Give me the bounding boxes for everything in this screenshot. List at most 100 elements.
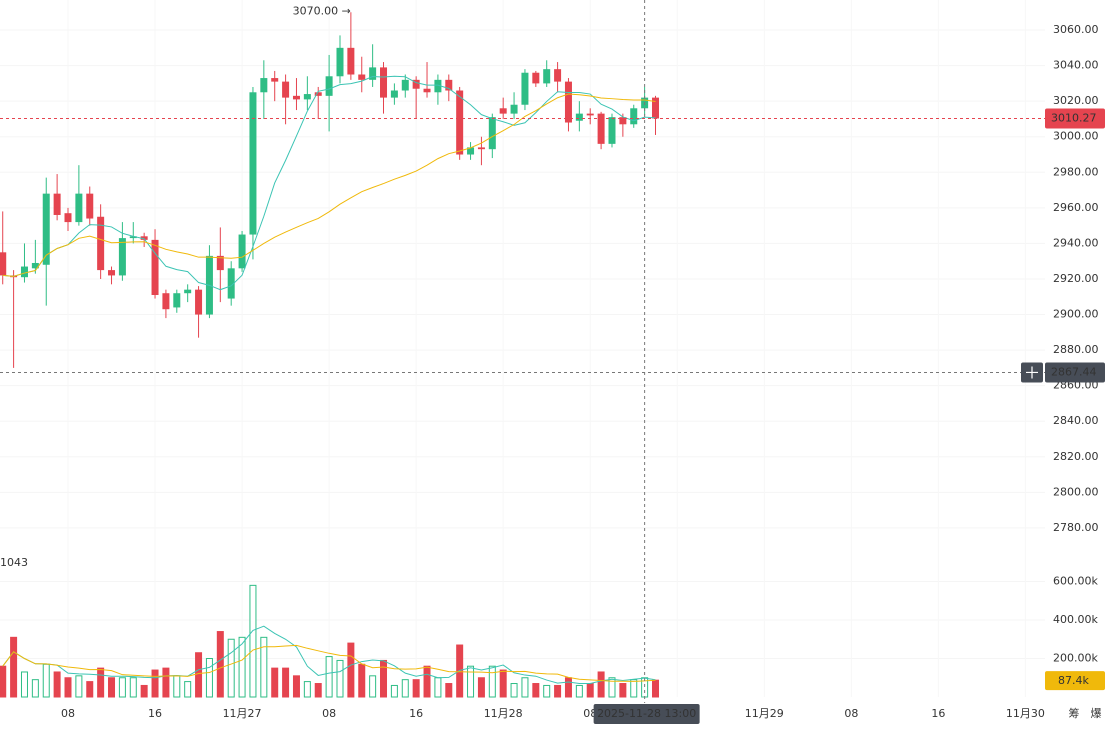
x-tick-label: 08 [61, 707, 75, 720]
volume-bar [195, 652, 203, 698]
y-tick-label: 2940.00 [1053, 236, 1099, 249]
volume-bar [20, 671, 28, 698]
x-tick-label: 11月27 [223, 707, 262, 720]
candle-body [543, 69, 551, 84]
x-tick-label: 11月30 [1006, 707, 1045, 720]
volume-bar [53, 671, 61, 698]
candle-body [249, 92, 257, 235]
toolbar-button[interactable]: 筹 [1069, 706, 1080, 720]
volume-bar [477, 677, 485, 698]
volume-legend: 1043 [0, 556, 28, 569]
volume-bar [184, 681, 192, 698]
candle-body [445, 79, 453, 91]
volume-bar [303, 681, 311, 698]
grid: 3060.00 3040.00 3020.00 3000.00 2980.00 2960.… [60, 23, 1099, 720]
y-tick-label: 3020.00 [1053, 94, 1099, 107]
volume-bar [260, 636, 268, 698]
volume-bar [608, 677, 616, 698]
crosshair-price-tag [1045, 362, 1105, 383]
volume-tag-label: 87.4k [1058, 674, 1089, 687]
y-tick-label: 2920.00 [1053, 272, 1099, 285]
volume-bar [271, 667, 279, 698]
candle-body [195, 289, 203, 315]
candle-body [477, 147, 485, 150]
x-tick-label: 16 [931, 707, 945, 720]
last-price-tag [1045, 108, 1105, 129]
volume-bar [564, 677, 572, 698]
candle-body [42, 193, 50, 265]
plot [0, 12, 660, 698]
candle-body [597, 113, 605, 144]
volume-bar [162, 667, 170, 698]
x-tick-label: 11月29 [745, 707, 784, 720]
volume-bar [97, 667, 105, 698]
candle-body [434, 79, 442, 93]
volume-bar [652, 679, 660, 698]
volume-tick-label: 200.00k [1053, 652, 1098, 665]
volume-bar [205, 658, 213, 698]
volume-tick-label: 600.00k [1053, 575, 1098, 588]
candle-body [630, 108, 638, 125]
candle-body [336, 47, 344, 77]
candle-body [401, 79, 409, 91]
crosshair-price-label: 2867.44 [1051, 365, 1097, 378]
candle-body [369, 67, 377, 80]
volume-bar [445, 683, 453, 698]
candle-body [173, 293, 181, 308]
candle-body [619, 117, 627, 125]
candle-body [53, 193, 61, 215]
candle-body [314, 92, 322, 96]
candle-body [238, 234, 246, 269]
candle-body [423, 88, 431, 93]
volume-tick-label: 400.00k [1053, 613, 1098, 626]
candle-body [97, 216, 105, 271]
volume-bar [227, 638, 235, 698]
candle-body [608, 117, 616, 144]
x-tick-label: 08 [322, 707, 336, 720]
volume-ma-line [2, 625, 656, 685]
volume-bar [423, 665, 431, 698]
candle-body [347, 47, 355, 75]
volume-bar [86, 681, 94, 698]
volume-bar [64, 677, 72, 698]
volume-bar [401, 679, 409, 698]
volume-bar [292, 675, 300, 698]
candle-body [151, 239, 159, 295]
volume-bar [467, 665, 475, 698]
candle-body [488, 117, 496, 150]
volume-bar [347, 642, 355, 698]
candle-body [292, 95, 300, 100]
toolbar-button[interactable]: 爆 [1091, 706, 1102, 720]
x-tick-label: 08 [844, 707, 858, 720]
candle-body [271, 78, 279, 82]
volume-bar [521, 677, 529, 698]
volume-bar [380, 659, 388, 698]
y-tick-label: 2800.00 [1053, 485, 1099, 498]
candle-body [140, 236, 148, 240]
candle-body [162, 293, 170, 310]
candle-body [31, 262, 39, 269]
volume-bar [532, 683, 540, 698]
candle-body [652, 97, 660, 119]
candle-body [575, 113, 583, 121]
candle-body [390, 90, 398, 98]
x-tick-label: 16 [409, 707, 423, 720]
volume-bar [499, 669, 507, 698]
y-tick-label: 3000.00 [1053, 130, 1099, 143]
y-tick-label: 2900.00 [1053, 308, 1099, 321]
candle-body [260, 78, 268, 93]
volume-bar [42, 663, 50, 698]
candle-body [564, 81, 572, 123]
volume-bar [510, 683, 518, 698]
candle-body [412, 79, 420, 89]
candle-body [510, 104, 518, 114]
y-tick-label: 2960.00 [1053, 201, 1099, 214]
volume-bar [575, 684, 583, 698]
candle-body [532, 72, 540, 84]
candle-body [118, 238, 126, 276]
plus-icon [1026, 366, 1038, 379]
candle-body [227, 268, 235, 299]
volume-bar [31, 679, 39, 698]
volume-bar [325, 656, 333, 698]
